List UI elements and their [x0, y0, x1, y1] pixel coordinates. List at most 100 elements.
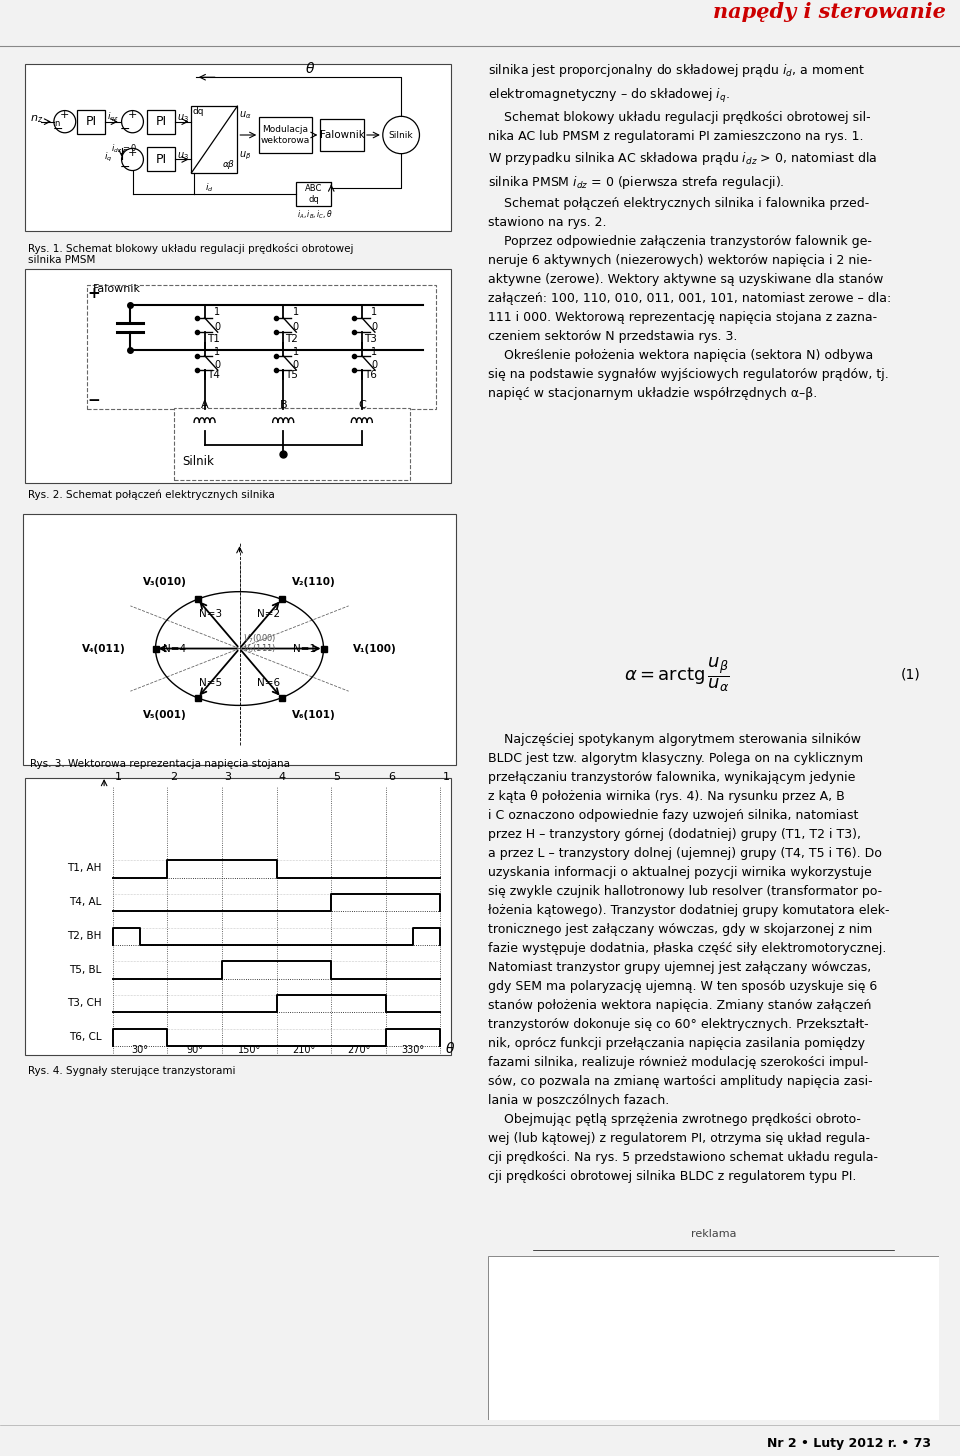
- Text: napędy i sterowanie: napędy i sterowanie: [712, 1, 946, 22]
- Text: −: −: [53, 124, 63, 137]
- Text: $n_z$: $n_z$: [30, 114, 43, 125]
- Bar: [488, 1257, 939, 1420]
- Text: 0: 0: [293, 322, 299, 332]
- Text: T2, BH: T2, BH: [67, 930, 102, 941]
- Text: (1): (1): [901, 667, 921, 681]
- Text: reklama: reklama: [690, 1229, 736, 1239]
- Text: $u_\alpha$: $u_\alpha$: [239, 109, 252, 121]
- Bar: [147, 147, 176, 172]
- Text: 0: 0: [372, 322, 377, 332]
- Text: 4: 4: [278, 772, 286, 782]
- Text: 0: 0: [293, 360, 299, 370]
- Text: N=2: N=2: [257, 610, 280, 619]
- Text: Rys. 2. Schemat połączeń elektrycznych silnika: Rys. 2. Schemat połączeń elektrycznych s…: [28, 491, 275, 501]
- Text: Falownik: Falownik: [320, 130, 365, 140]
- Text: 1: 1: [293, 347, 299, 357]
- Text: Nr 2 • Luty 2012 r. • 73: Nr 2 • Luty 2012 r. • 73: [767, 1437, 931, 1450]
- Text: $\alpha\beta$: $\alpha\beta$: [222, 159, 235, 170]
- Text: 90°: 90°: [186, 1044, 204, 1054]
- Text: A: A: [201, 400, 208, 411]
- Text: Falownik: Falownik: [93, 284, 141, 294]
- Text: 6: 6: [388, 772, 395, 782]
- Text: 210°: 210°: [293, 1044, 316, 1054]
- Text: T5, BL: T5, BL: [69, 964, 102, 974]
- Text: T4: T4: [206, 370, 220, 380]
- Text: 1: 1: [214, 307, 220, 317]
- Text: B: B: [279, 400, 287, 411]
- Text: T3: T3: [364, 333, 377, 344]
- Text: PI: PI: [156, 153, 167, 166]
- Text: +: +: [60, 111, 69, 121]
- Circle shape: [122, 111, 143, 132]
- Text: $\theta$: $\theta$: [305, 61, 315, 76]
- Text: −: −: [87, 393, 100, 408]
- Text: 0: 0: [214, 322, 220, 332]
- Text: +: +: [128, 149, 137, 159]
- Text: +: +: [87, 287, 100, 301]
- Text: Rys. 1. Schemat blokowy układu regulacji prędkości obrotowej
silnika PMSM: Rys. 1. Schemat blokowy układu regulacji…: [28, 243, 353, 265]
- Text: V₅(001): V₅(001): [143, 711, 187, 721]
- Text: $V_0(111)$: $V_0(111)$: [243, 642, 276, 655]
- Text: 1: 1: [214, 347, 220, 357]
- Text: N=1: N=1: [293, 644, 316, 654]
- Text: $\theta$: $\theta$: [444, 1041, 455, 1056]
- Text: Rys. 3. Wektorowa reprezentacja napięcia stojana: Rys. 3. Wektorowa reprezentacja napięcia…: [30, 760, 290, 769]
- Circle shape: [54, 111, 76, 132]
- Text: V₄(011): V₄(011): [83, 644, 126, 654]
- Circle shape: [122, 149, 143, 170]
- Text: Najczęściej spotykanym algorytmem sterowania silników
BLDC jest tzw. algorytm kl: Najczęściej spotykanym algorytmem sterow…: [488, 732, 889, 1182]
- Text: ABC
dq: ABC dq: [305, 185, 323, 204]
- Circle shape: [383, 116, 420, 154]
- Text: 1: 1: [443, 772, 449, 782]
- Text: V₁(100): V₁(100): [353, 644, 396, 654]
- Text: 1: 1: [293, 307, 299, 317]
- Text: −: −: [120, 124, 131, 137]
- Text: $V_7(000)$: $V_7(000)$: [243, 632, 276, 645]
- Text: PI: PI: [85, 115, 97, 128]
- Text: T3, CH: T3, CH: [67, 999, 102, 1008]
- Text: $i_d$: $i_d$: [204, 182, 213, 194]
- Text: V₆(101): V₆(101): [292, 711, 336, 721]
- Text: 30°: 30°: [132, 1044, 149, 1054]
- Text: $i_{qz}$: $i_{qz}$: [108, 111, 119, 124]
- Text: T6: T6: [364, 370, 377, 380]
- Text: n: n: [55, 119, 60, 128]
- Text: Silnik: Silnik: [389, 131, 414, 140]
- Bar: [259, 118, 312, 153]
- Text: C: C: [358, 400, 366, 411]
- Text: $u_3$: $u_3$: [178, 150, 189, 162]
- Text: N=3: N=3: [199, 610, 222, 619]
- Text: 150°: 150°: [238, 1044, 261, 1054]
- Text: 2: 2: [170, 772, 177, 782]
- Text: Silnik: Silnik: [182, 456, 215, 469]
- Text: N=5: N=5: [199, 677, 222, 687]
- Text: 0: 0: [214, 360, 220, 370]
- Text: V₂(110): V₂(110): [292, 577, 336, 587]
- Text: dq: dq: [193, 108, 204, 116]
- Text: 3: 3: [225, 772, 231, 782]
- Text: T5: T5: [285, 370, 299, 380]
- Bar: [321, 119, 364, 150]
- Text: 270°: 270°: [347, 1044, 371, 1054]
- Text: $i_{dz}{=}0$: $i_{dz}{=}0$: [110, 143, 137, 156]
- Text: T1: T1: [206, 333, 220, 344]
- Text: $u_3$: $u_3$: [178, 112, 189, 124]
- Text: T4, AL: T4, AL: [69, 897, 102, 907]
- Text: 330°: 330°: [401, 1044, 424, 1054]
- Text: 1: 1: [372, 307, 377, 317]
- Text: N=4: N=4: [163, 644, 186, 654]
- Text: $i_q$: $i_q$: [104, 151, 112, 165]
- Bar: [26, 269, 451, 483]
- Bar: [86, 285, 436, 409]
- Text: PI: PI: [156, 115, 167, 128]
- Text: V₃(010): V₃(010): [143, 577, 187, 587]
- Text: T1, AH: T1, AH: [67, 863, 102, 874]
- Bar: [174, 408, 410, 480]
- Text: silnika jest proporcjonalny do składowej prądu $i_d$, a moment
elektromagnetyczn: silnika jest proporcjonalny do składowej…: [488, 63, 891, 400]
- Text: −: −: [120, 162, 131, 173]
- Text: $\alpha = \mathrm{arctg}\,\dfrac{u_\beta}{u_\alpha}$: $\alpha = \mathrm{arctg}\,\dfrac{u_\beta…: [624, 655, 731, 693]
- Bar: [26, 64, 451, 230]
- Text: Rys. 4. Sygnały sterujące tranzystorami: Rys. 4. Sygnały sterujące tranzystorami: [28, 1066, 235, 1076]
- Text: T2: T2: [285, 333, 299, 344]
- Text: 5: 5: [333, 772, 341, 782]
